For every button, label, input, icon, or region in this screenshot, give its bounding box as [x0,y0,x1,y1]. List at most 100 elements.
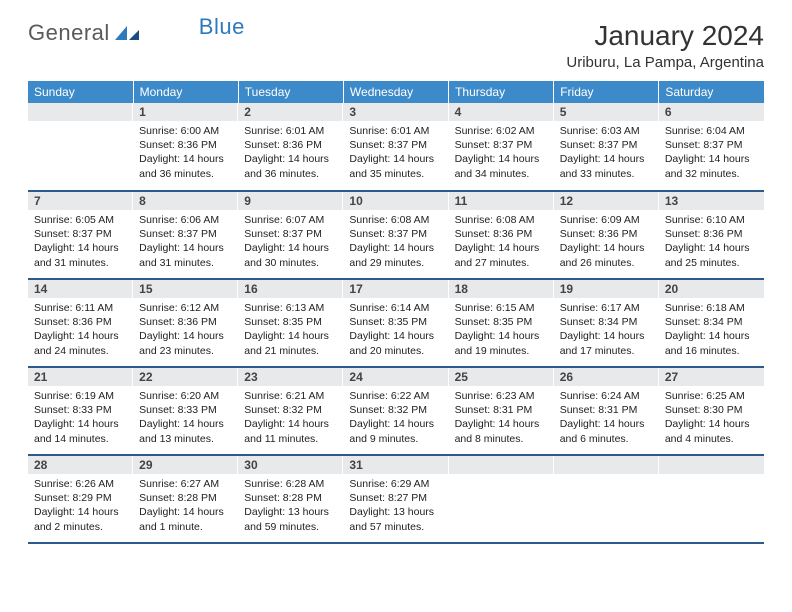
day-details: Sunrise: 6:24 AMSunset: 8:31 PMDaylight:… [554,386,659,450]
day-cell: 6Sunrise: 6:04 AMSunset: 8:37 PMDaylight… [659,103,764,191]
day-cell: 17Sunrise: 6:14 AMSunset: 8:35 PMDayligh… [343,279,448,367]
day-cell: 18Sunrise: 6:15 AMSunset: 8:35 PMDayligh… [449,279,554,367]
sunset-text: Sunset: 8:36 PM [455,227,548,241]
day-number [659,456,764,474]
day-number: 28 [28,456,133,474]
sunrise-text: Sunrise: 6:06 AM [139,213,232,227]
sunset-text: Sunset: 8:37 PM [455,138,548,152]
week-row: 14Sunrise: 6:11 AMSunset: 8:36 PMDayligh… [28,279,764,367]
day-details: Sunrise: 6:03 AMSunset: 8:37 PMDaylight:… [554,121,659,185]
day-number: 21 [28,368,133,386]
day-number [28,103,133,121]
day-number [449,456,554,474]
sunrise-text: Sunrise: 6:03 AM [560,124,653,138]
weekday-header: Wednesday [343,81,448,103]
sunrise-text: Sunrise: 6:02 AM [455,124,548,138]
day-cell: 4Sunrise: 6:02 AMSunset: 8:37 PMDaylight… [449,103,554,191]
day-cell [28,103,133,191]
sunset-text: Sunset: 8:35 PM [455,315,548,329]
daylight-text: Daylight: 14 hours and 31 minutes. [139,241,232,269]
sunrise-text: Sunrise: 6:29 AM [349,477,442,491]
week-row: 28Sunrise: 6:26 AMSunset: 8:29 PMDayligh… [28,455,764,543]
day-cell: 21Sunrise: 6:19 AMSunset: 8:33 PMDayligh… [28,367,133,455]
sunset-text: Sunset: 8:29 PM [34,491,127,505]
week-row: 21Sunrise: 6:19 AMSunset: 8:33 PMDayligh… [28,367,764,455]
day-number: 30 [238,456,343,474]
day-details: Sunrise: 6:14 AMSunset: 8:35 PMDaylight:… [343,298,448,362]
sunrise-text: Sunrise: 6:09 AM [560,213,653,227]
sunset-text: Sunset: 8:37 PM [244,227,337,241]
day-number: 24 [343,368,448,386]
day-number: 2 [238,103,343,121]
sunset-text: Sunset: 8:31 PM [560,403,653,417]
day-details: Sunrise: 6:21 AMSunset: 8:32 PMDaylight:… [238,386,343,450]
day-details: Sunrise: 6:20 AMSunset: 8:33 PMDaylight:… [133,386,238,450]
day-details: Sunrise: 6:01 AMSunset: 8:36 PMDaylight:… [238,121,343,185]
day-number: 17 [343,280,448,298]
day-details: Sunrise: 6:22 AMSunset: 8:32 PMDaylight:… [343,386,448,450]
sunrise-text: Sunrise: 6:15 AM [455,301,548,315]
sunrise-text: Sunrise: 6:05 AM [34,213,127,227]
sunrise-text: Sunrise: 6:22 AM [349,389,442,403]
day-details: Sunrise: 6:12 AMSunset: 8:36 PMDaylight:… [133,298,238,362]
header: General Blue January 2024 Uriburu, La Pa… [28,20,764,77]
day-number: 31 [343,456,448,474]
day-cell: 15Sunrise: 6:12 AMSunset: 8:36 PMDayligh… [133,279,238,367]
sunrise-text: Sunrise: 6:20 AM [139,389,232,403]
title-block: January 2024 Uriburu, La Pampa, Argentin… [566,20,764,77]
day-cell: 3Sunrise: 6:01 AMSunset: 8:37 PMDaylight… [343,103,448,191]
daylight-text: Daylight: 13 hours and 59 minutes. [244,505,337,533]
weekday-header: Sunday [28,81,133,103]
day-number: 8 [133,192,238,210]
logo-text-general: General [28,20,110,46]
day-cell: 1Sunrise: 6:00 AMSunset: 8:36 PMDaylight… [133,103,238,191]
day-cell: 14Sunrise: 6:11 AMSunset: 8:36 PMDayligh… [28,279,133,367]
day-details [449,474,554,481]
daylight-text: Daylight: 14 hours and 29 minutes. [349,241,442,269]
day-details: Sunrise: 6:01 AMSunset: 8:37 PMDaylight:… [343,121,448,185]
day-details: Sunrise: 6:15 AMSunset: 8:35 PMDaylight:… [449,298,554,362]
day-number: 11 [449,192,554,210]
sunset-text: Sunset: 8:37 PM [349,138,442,152]
daylight-text: Daylight: 14 hours and 30 minutes. [244,241,337,269]
day-details: Sunrise: 6:17 AMSunset: 8:34 PMDaylight:… [554,298,659,362]
day-cell: 11Sunrise: 6:08 AMSunset: 8:36 PMDayligh… [449,191,554,279]
day-details: Sunrise: 6:00 AMSunset: 8:36 PMDaylight:… [133,121,238,185]
daylight-text: Daylight: 14 hours and 17 minutes. [560,329,653,357]
day-number: 25 [449,368,554,386]
sunrise-text: Sunrise: 6:18 AM [665,301,758,315]
sunrise-text: Sunrise: 6:14 AM [349,301,442,315]
day-details: Sunrise: 6:29 AMSunset: 8:27 PMDaylight:… [343,474,448,538]
sunset-text: Sunset: 8:36 PM [665,227,758,241]
day-details: Sunrise: 6:27 AMSunset: 8:28 PMDaylight:… [133,474,238,538]
sunset-text: Sunset: 8:36 PM [244,138,337,152]
day-number: 26 [554,368,659,386]
day-cell: 26Sunrise: 6:24 AMSunset: 8:31 PMDayligh… [554,367,659,455]
daylight-text: Daylight: 14 hours and 13 minutes. [139,417,232,445]
sunrise-text: Sunrise: 6:24 AM [560,389,653,403]
day-details [554,474,659,481]
daylight-text: Daylight: 14 hours and 14 minutes. [34,417,127,445]
daylight-text: Daylight: 14 hours and 36 minutes. [244,152,337,180]
daylight-text: Daylight: 14 hours and 21 minutes. [244,329,337,357]
sunrise-text: Sunrise: 6:04 AM [665,124,758,138]
sunrise-text: Sunrise: 6:11 AM [34,301,127,315]
weekday-header: Monday [133,81,238,103]
calendar-body: 1Sunrise: 6:00 AMSunset: 8:36 PMDaylight… [28,103,764,543]
day-cell [659,455,764,543]
day-details: Sunrise: 6:18 AMSunset: 8:34 PMDaylight:… [659,298,764,362]
sunrise-text: Sunrise: 6:21 AM [244,389,337,403]
daylight-text: Daylight: 14 hours and 20 minutes. [349,329,442,357]
sunset-text: Sunset: 8:36 PM [139,315,232,329]
day-cell [449,455,554,543]
sunset-text: Sunset: 8:37 PM [665,138,758,152]
daylight-text: Daylight: 14 hours and 23 minutes. [139,329,232,357]
sunset-text: Sunset: 8:34 PM [560,315,653,329]
day-details: Sunrise: 6:06 AMSunset: 8:37 PMDaylight:… [133,210,238,274]
day-cell: 25Sunrise: 6:23 AMSunset: 8:31 PMDayligh… [449,367,554,455]
day-cell [554,455,659,543]
sunset-text: Sunset: 8:28 PM [139,491,232,505]
logo: General Blue [28,20,245,46]
daylight-text: Daylight: 14 hours and 25 minutes. [665,241,758,269]
daylight-text: Daylight: 14 hours and 33 minutes. [560,152,653,180]
